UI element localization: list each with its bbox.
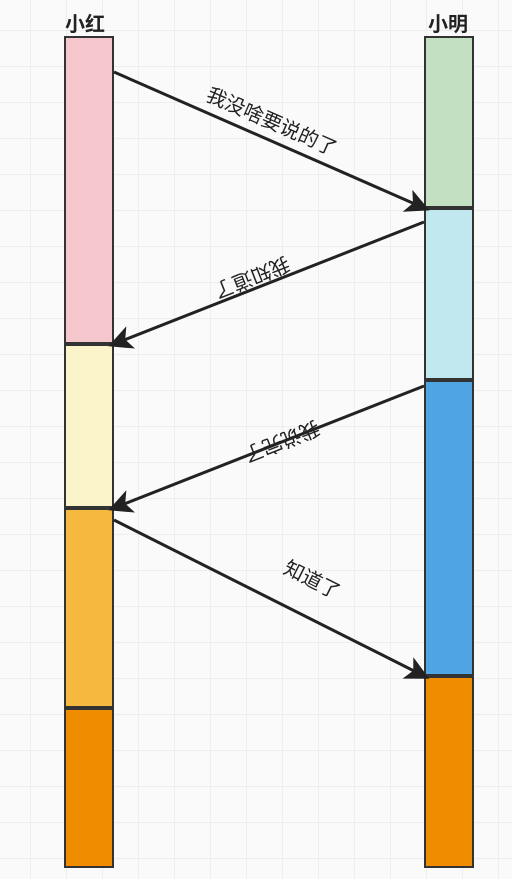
lifeline-right-segment-1 (424, 208, 474, 380)
lifeline-left-segment-3 (64, 708, 114, 868)
lifeline-right-segment-3 (424, 676, 474, 868)
lifeline-left-segment-2 (64, 508, 114, 708)
lifeline-label-left: 小红 (55, 8, 115, 37)
lifeline-right-segment-0 (424, 36, 474, 208)
lifeline-left-segment-1 (64, 344, 114, 508)
sequence-diagram: 小红 小明 我没啥要说的了我知道了我说完了知道了 (0, 0, 512, 879)
lifeline-left-segment-0 (64, 36, 114, 344)
lifeline-label-right: 小明 (418, 8, 478, 37)
lifeline-right-segment-2 (424, 380, 474, 676)
